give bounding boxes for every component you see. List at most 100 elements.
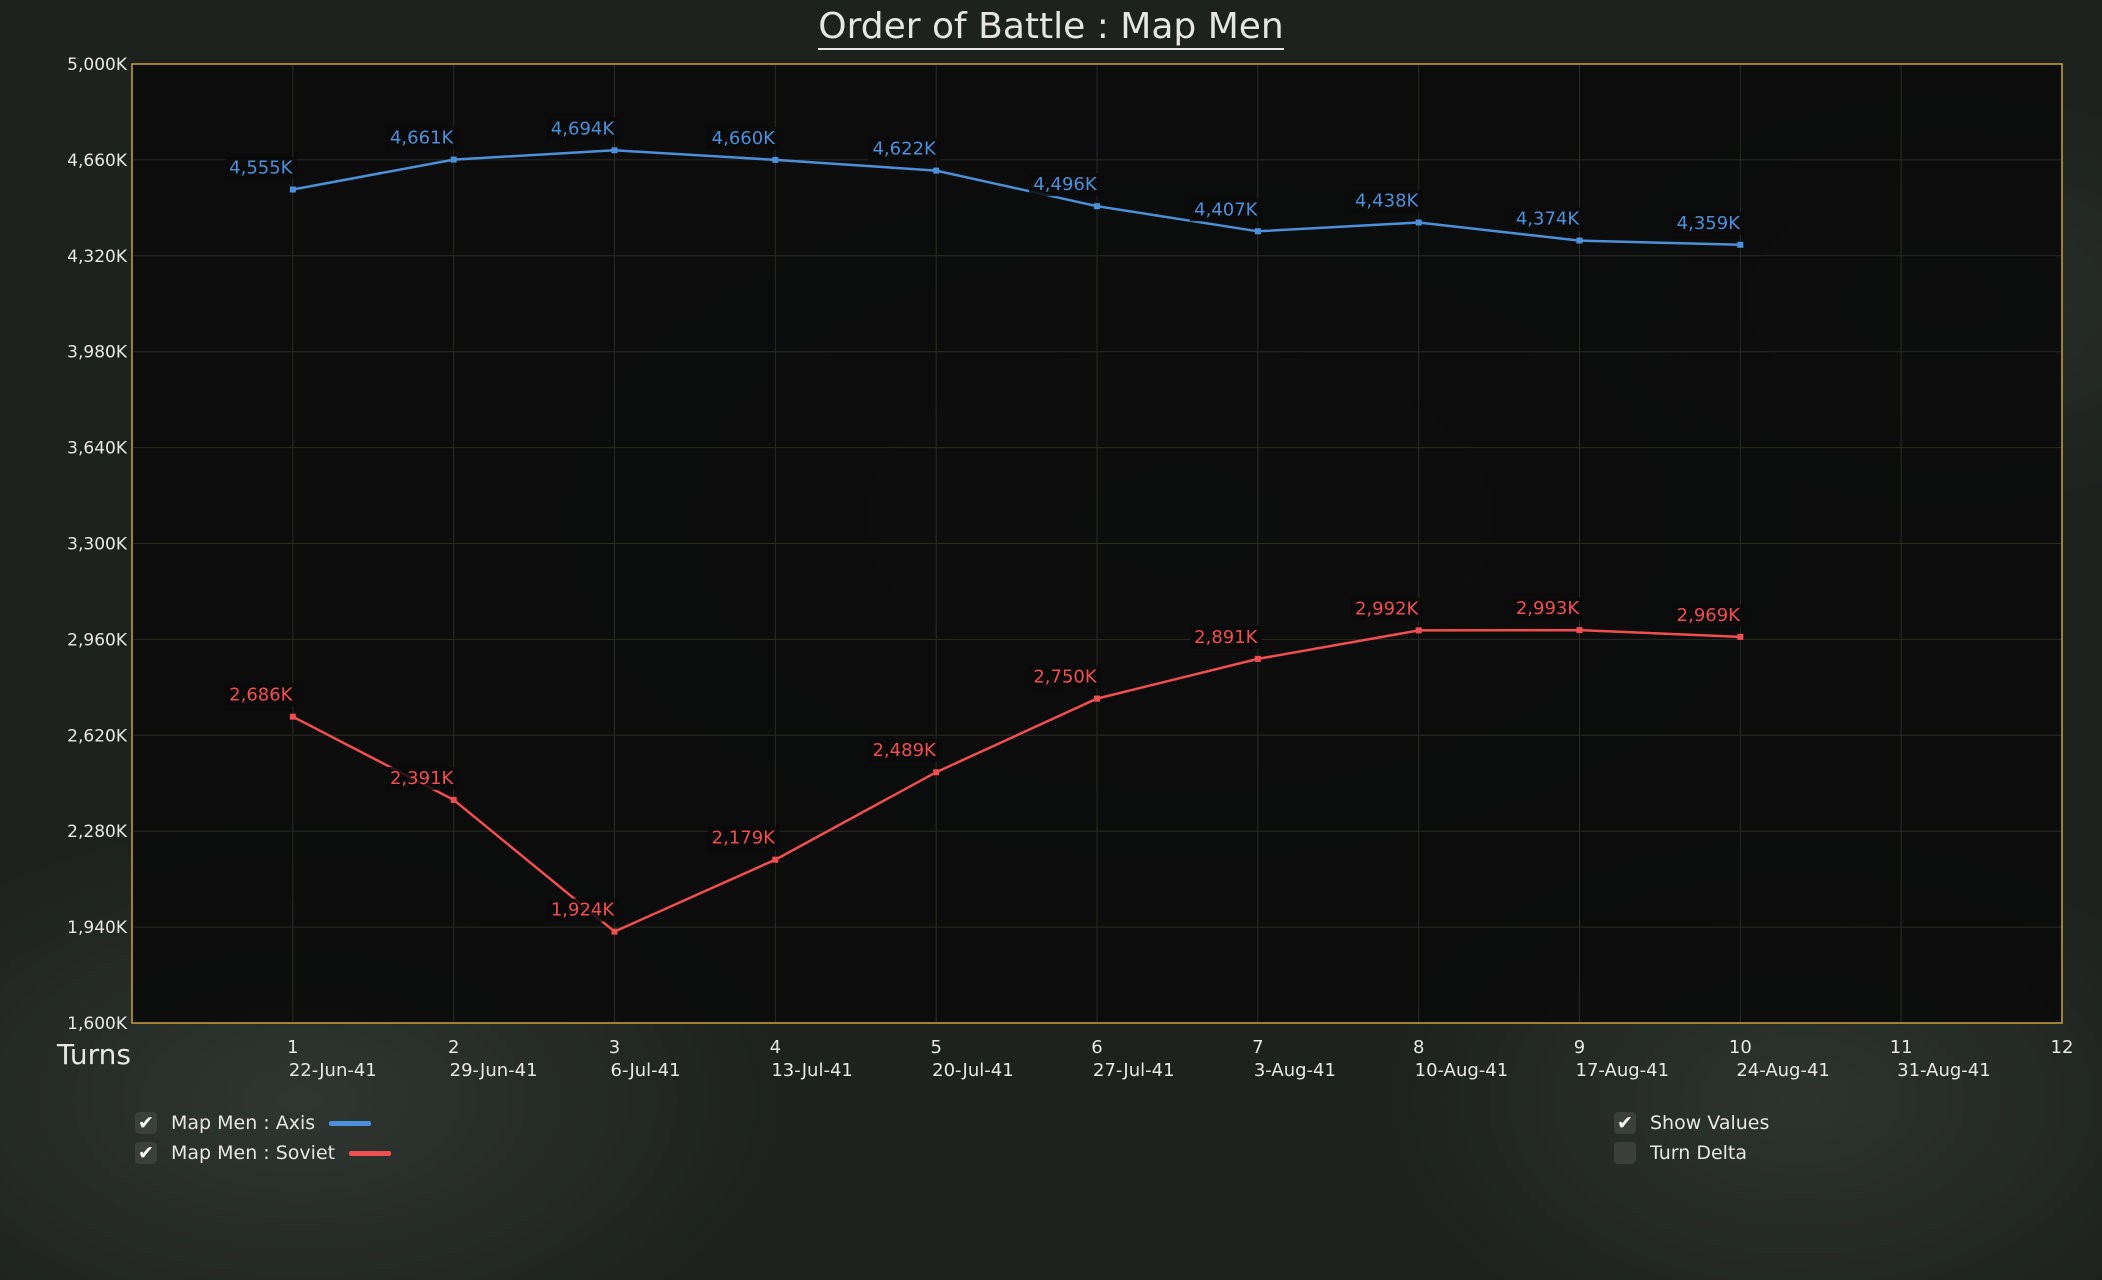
data-label-bg xyxy=(868,137,941,161)
data-label: 2,992K xyxy=(1355,598,1420,619)
data-label: 2,750K xyxy=(1033,667,1098,688)
legend-item-axis[interactable]: ✔ Map Men : Axis xyxy=(135,1112,372,1134)
data-point xyxy=(772,856,779,863)
x-tick-date: 20-Jul-41 xyxy=(932,1060,1014,1081)
x-tick-turn: 1 xyxy=(287,1037,298,1058)
data-point xyxy=(933,769,940,776)
data-point xyxy=(1415,627,1422,634)
x-tick-date: 10-Aug-41 xyxy=(1415,1060,1509,1081)
y-tick-label: 2,280K xyxy=(67,822,128,842)
legend-item-soviet[interactable]: ✔ Map Men : Soviet xyxy=(135,1142,392,1164)
data-point xyxy=(450,796,457,803)
chart-title-text: Order of Battle : Map Men xyxy=(818,6,1284,50)
data-label: 2,391K xyxy=(390,768,455,789)
data-label: 2,489K xyxy=(872,740,937,761)
data-point xyxy=(1094,695,1100,702)
turn-delta-option[interactable]: Turn Delta xyxy=(1614,1142,1747,1164)
plot-frame xyxy=(131,63,2063,1024)
data-label-bg xyxy=(707,826,780,850)
data-label-bg xyxy=(1511,597,1584,621)
show-values-label: Show Values xyxy=(1650,1112,1770,1134)
x-tick-date: 31-Aug-41 xyxy=(1897,1060,1991,1081)
data-point xyxy=(450,156,457,163)
data-label-bg xyxy=(707,126,780,150)
x-tick-date: 22-Jun-41 xyxy=(289,1060,377,1081)
x-tick-date: 6-Jul-41 xyxy=(611,1060,681,1081)
x-tick-date: 13-Jul-41 xyxy=(771,1060,853,1081)
data-label: 4,694K xyxy=(551,118,616,139)
data-label: 2,993K xyxy=(1516,598,1581,619)
data-point xyxy=(611,928,618,935)
series-line-axis xyxy=(292,149,1741,247)
x-tick-turn: 7 xyxy=(1252,1037,1263,1058)
x-axis-label: Turns xyxy=(57,1038,131,1071)
y-tick-label: 3,980K xyxy=(67,343,128,363)
legend-soviet-swatch xyxy=(349,1150,392,1156)
data-point xyxy=(1415,219,1422,226)
x-tick-turn: 2 xyxy=(448,1037,459,1058)
data-point xyxy=(611,147,618,154)
data-label: 4,661K xyxy=(390,128,455,149)
x-tick-turn: 5 xyxy=(930,1037,941,1058)
data-point xyxy=(1094,203,1100,210)
data-label-bg xyxy=(1672,603,1745,627)
data-label: 4,555K xyxy=(229,158,294,179)
data-label: 4,374K xyxy=(1516,209,1581,230)
x-tick-turn: 6 xyxy=(1091,1037,1102,1058)
data-label-bg xyxy=(1189,625,1262,649)
data-label: 2,969K xyxy=(1677,605,1742,626)
y-tick-label: 2,620K xyxy=(67,726,128,746)
data-point xyxy=(1254,228,1261,235)
x-tick-date: 29-Jun-41 xyxy=(450,1060,538,1081)
data-label-bg xyxy=(1350,597,1423,621)
legend-axis-label: Map Men : Axis xyxy=(171,1112,316,1134)
data-label: 4,622K xyxy=(872,139,937,160)
x-tick-date: 27-Jul-41 xyxy=(1093,1060,1175,1081)
data-point xyxy=(1737,241,1744,248)
data-point xyxy=(772,156,779,163)
turn-delta-checkbox[interactable] xyxy=(1614,1142,1636,1164)
data-label: 4,359K xyxy=(1677,213,1742,234)
data-label: 4,407K xyxy=(1194,199,1259,220)
show-values-checkbox[interactable]: ✔ xyxy=(1614,1112,1636,1134)
y-tick-label: 3,300K xyxy=(67,535,128,555)
y-tick-label: 2,960K xyxy=(67,630,128,650)
y-tick-label: 5,000K xyxy=(67,55,128,75)
x-tick-date: 3-Aug-41 xyxy=(1254,1060,1336,1081)
x-tick-turn: 8 xyxy=(1413,1037,1424,1058)
chart-title: Order of Battle : Map Men xyxy=(0,6,2102,50)
data-label-bg xyxy=(385,766,458,790)
data-label-bg xyxy=(546,117,619,141)
data-point xyxy=(289,713,296,720)
show-values-option[interactable]: ✔ Show Values xyxy=(1614,1112,1769,1134)
x-tick-turn: 11 xyxy=(1890,1037,1913,1058)
legend-soviet-label: Map Men : Soviet xyxy=(171,1142,336,1164)
legend-soviet-checkbox[interactable]: ✔ xyxy=(135,1142,157,1164)
x-tick-date: 17-Aug-41 xyxy=(1576,1060,1670,1081)
x-tick-turn: 12 xyxy=(2051,1037,2074,1058)
data-label-bg xyxy=(1511,207,1584,231)
y-tick-label: 3,640K xyxy=(67,439,128,459)
data-label-bg xyxy=(868,739,941,763)
data-point xyxy=(1737,633,1744,640)
legend-axis-checkbox[interactable]: ✔ xyxy=(135,1112,157,1134)
x-tick-turn: 4 xyxy=(770,1037,781,1058)
data-label: 2,891K xyxy=(1194,627,1259,648)
data-point xyxy=(289,186,296,193)
data-label: 1,924K xyxy=(551,900,616,921)
data-point xyxy=(1576,627,1583,634)
data-label-bg xyxy=(1029,665,1101,689)
x-tick-turn: 10 xyxy=(1729,1037,1752,1058)
x-tick-turn: 3 xyxy=(609,1037,620,1058)
y-tick-label: 4,660K xyxy=(67,151,128,171)
y-tick-label: 4,320K xyxy=(67,247,128,267)
data-label: 4,438K xyxy=(1355,191,1420,212)
data-label: 4,660K xyxy=(712,128,777,149)
turn-delta-label: Turn Delta xyxy=(1650,1142,1748,1164)
data-label-bg xyxy=(1029,173,1101,197)
data-point xyxy=(1576,237,1583,244)
legend-axis-swatch xyxy=(329,1120,372,1126)
data-label: 4,496K xyxy=(1033,174,1098,195)
data-label-bg xyxy=(224,683,297,707)
